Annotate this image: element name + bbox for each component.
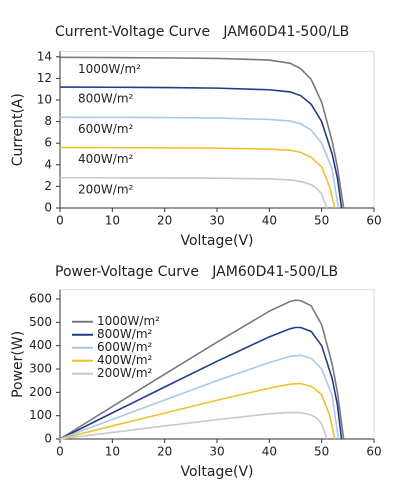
series-label: 800W/m² (78, 92, 134, 106)
series-line (59, 56, 345, 209)
series-line (59, 116, 340, 209)
series-line (59, 354, 340, 440)
legend-label: 400W/m² (97, 353, 153, 367)
x-tick-label: 50 (314, 214, 329, 228)
y-tick-label: 10 (37, 93, 52, 107)
y-tick-label: 4 (44, 157, 52, 171)
x-tick-label: 30 (209, 445, 224, 459)
series-label: 200W/m² (78, 182, 134, 196)
x-tick-label: 60 (366, 445, 381, 459)
y-tick-label: 0 (44, 201, 52, 215)
series-line (59, 146, 336, 209)
x-tick-label: 50 (314, 445, 329, 459)
y-tick-label: 14 (37, 49, 52, 63)
chart-title: Power-Voltage Curve JAM60D41-500/LB (55, 264, 338, 280)
series-label: 600W/m² (78, 122, 134, 136)
y-tick-label: 0 (44, 432, 52, 446)
y-tick-label: 8 (44, 114, 52, 128)
series-line (59, 86, 343, 209)
y-tick-label: 200 (29, 385, 52, 399)
series-line (59, 176, 328, 209)
series-line (59, 326, 343, 440)
legend-label: 200W/m² (97, 366, 153, 380)
y-tick-label: 12 (37, 71, 52, 85)
y-tick-label: 2 (44, 179, 52, 193)
series-line (59, 382, 336, 440)
x-tick-label: 30 (209, 214, 224, 228)
x-tick-label: 10 (105, 214, 120, 228)
x-tick-label: 20 (157, 445, 172, 459)
y-axis-label: Current(A) (10, 93, 26, 166)
x-tick-label: 10 (105, 445, 120, 459)
series-line (59, 299, 345, 440)
series-label: 1000W/m² (78, 62, 141, 76)
y-tick-label: 500 (29, 315, 52, 329)
legend-label: 600W/m² (97, 340, 153, 354)
x-tick-label: 0 (56, 214, 64, 228)
series-line (59, 411, 328, 440)
series-label: 400W/m² (78, 152, 134, 166)
y-tick-label: 100 (29, 408, 52, 422)
x-axis-label: Voltage(V) (180, 464, 253, 480)
x-tick-label: 20 (157, 214, 172, 228)
x-axis-label: Voltage(V) (180, 233, 253, 249)
y-tick-label: 600 (29, 292, 52, 306)
y-axis-label: Power(W) (10, 331, 26, 398)
x-tick-label: 40 (262, 445, 277, 459)
legend-label: 800W/m² (97, 327, 153, 341)
chart-title: Current-Voltage Curve JAM60D41-500/LB (55, 24, 349, 40)
y-tick-label: 300 (29, 362, 52, 376)
y-tick-label: 6 (44, 136, 52, 150)
y-tick-label: 400 (29, 338, 52, 352)
x-tick-label: 60 (366, 214, 381, 228)
x-tick-label: 0 (56, 445, 64, 459)
x-tick-label: 40 (262, 214, 277, 228)
legend-label: 1000W/m² (97, 314, 160, 328)
